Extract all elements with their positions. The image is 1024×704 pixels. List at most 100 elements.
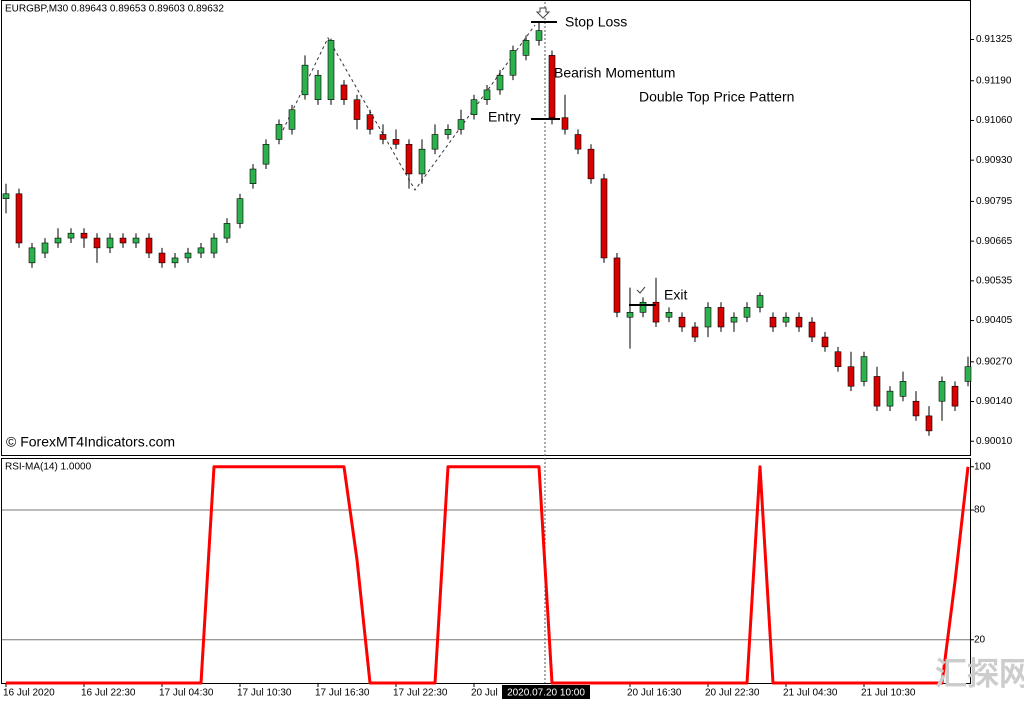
rsi-panel-frame	[1, 458, 971, 684]
candle-body	[236, 198, 244, 224]
candle-body	[457, 119, 465, 130]
candle-body	[600, 178, 608, 259]
y-tick-label: 20	[974, 634, 986, 645]
candle-body	[444, 129, 452, 135]
candle-body	[561, 117, 569, 130]
candle-body	[314, 74, 322, 100]
candle-body	[210, 237, 218, 254]
candle-body	[782, 316, 790, 323]
candle-body	[756, 295, 764, 308]
candle-body	[158, 252, 166, 264]
arrow-icon	[535, 7, 551, 19]
price-panel-frame	[1, 0, 971, 456]
candle-body	[535, 30, 543, 41]
candle-body	[275, 124, 283, 140]
candle-body	[652, 301, 660, 323]
candle-body	[106, 237, 114, 249]
candle-body	[743, 307, 751, 318]
y-tick-label: 0.90535	[976, 275, 1013, 286]
candle-body	[431, 134, 439, 150]
candle-body	[197, 247, 205, 254]
candle-body	[119, 237, 127, 244]
candle-body	[28, 247, 36, 264]
candle-body	[54, 237, 62, 244]
exit-label: Exit	[664, 287, 687, 303]
y-tick-label: 0.90930	[976, 155, 1013, 166]
y-tick-label: 0.90665	[976, 236, 1013, 247]
candle-body	[418, 148, 426, 175]
x-tick-label: 16 Jul 2020	[3, 688, 55, 699]
candle-body	[587, 148, 595, 180]
candle-body	[691, 326, 699, 338]
indicator-header: RSI-MA(14) 1.0000	[5, 462, 92, 473]
candle-body	[821, 336, 829, 348]
x-tick-label: 21 Jul 10:30	[861, 688, 916, 699]
candle-body	[288, 109, 296, 130]
y-tick-label: 80	[974, 505, 986, 516]
candle-body	[951, 385, 959, 407]
candle-body	[899, 381, 907, 397]
candle-body	[405, 143, 413, 175]
candle-body	[639, 301, 647, 313]
candle-body	[509, 50, 517, 76]
candle-body	[80, 232, 88, 239]
candle-body	[613, 257, 621, 313]
candle-body	[574, 134, 582, 150]
candle-body	[366, 114, 374, 130]
x-tick-label: 21 Jul 04:30	[783, 688, 838, 699]
rsi-line	[6, 465, 970, 685]
y-tick-label: 0.90270	[976, 356, 1013, 367]
check-icon	[636, 286, 646, 294]
candle-body	[730, 316, 738, 323]
candle-body	[860, 356, 868, 382]
candle-body	[834, 351, 842, 368]
candle-body	[327, 40, 335, 100]
y-tick-label: 0.90795	[976, 196, 1013, 207]
candle-body	[808, 321, 816, 338]
candle-body	[301, 64, 309, 96]
watermark: 汇探网	[935, 655, 1024, 691]
cursor-label: 2020.07.20 10:00	[507, 688, 585, 699]
candle-body	[353, 99, 361, 120]
candle-body	[496, 74, 504, 91]
candle-body	[184, 252, 192, 259]
candle-body	[847, 366, 855, 387]
candle-body	[132, 237, 140, 244]
x-tick-label: 20 Jul	[471, 688, 498, 699]
candle-body	[717, 307, 725, 328]
stop-loss-label: Stop Loss	[565, 14, 627, 30]
candle-body	[483, 89, 491, 100]
candle-body	[795, 316, 803, 328]
candle-body	[925, 415, 933, 432]
candle-body	[340, 84, 348, 100]
y-tick-label: 0.91060	[976, 115, 1013, 126]
cursor-label-box	[502, 685, 590, 699]
candle-body	[67, 232, 75, 239]
candle-body	[678, 316, 686, 328]
y-tick-label: 100	[974, 461, 991, 472]
candle-body	[249, 168, 257, 184]
candle-body	[626, 312, 634, 318]
candle-body	[548, 55, 556, 119]
y-tick-label: 0.90010	[976, 436, 1013, 447]
candle-body	[93, 237, 101, 249]
y-tick-label: 0.90405	[976, 315, 1013, 326]
symbol-header: EURGBP,M30 0.89643 0.89653 0.89603 0.896…	[5, 4, 224, 15]
x-tick-label: 17 Jul 04:30	[159, 688, 214, 699]
y-tick-label: 0.91325	[976, 34, 1013, 45]
pattern-label: Double Top Price Pattern	[639, 89, 794, 105]
x-tick-label: 20 Jul 16:30	[627, 688, 682, 699]
entry-label: Entry	[488, 109, 521, 125]
candle-body	[912, 400, 920, 417]
x-tick-label: 16 Jul 22:30	[81, 688, 136, 699]
candle-body	[145, 237, 153, 254]
candle-body	[2, 193, 10, 199]
candle-body	[262, 143, 270, 165]
candle-body	[379, 134, 387, 140]
candle-body	[522, 40, 530, 56]
copyright: © ForexMT4Indicators.com	[6, 434, 175, 450]
x-tick-label: 17 Jul 16:30	[315, 688, 370, 699]
